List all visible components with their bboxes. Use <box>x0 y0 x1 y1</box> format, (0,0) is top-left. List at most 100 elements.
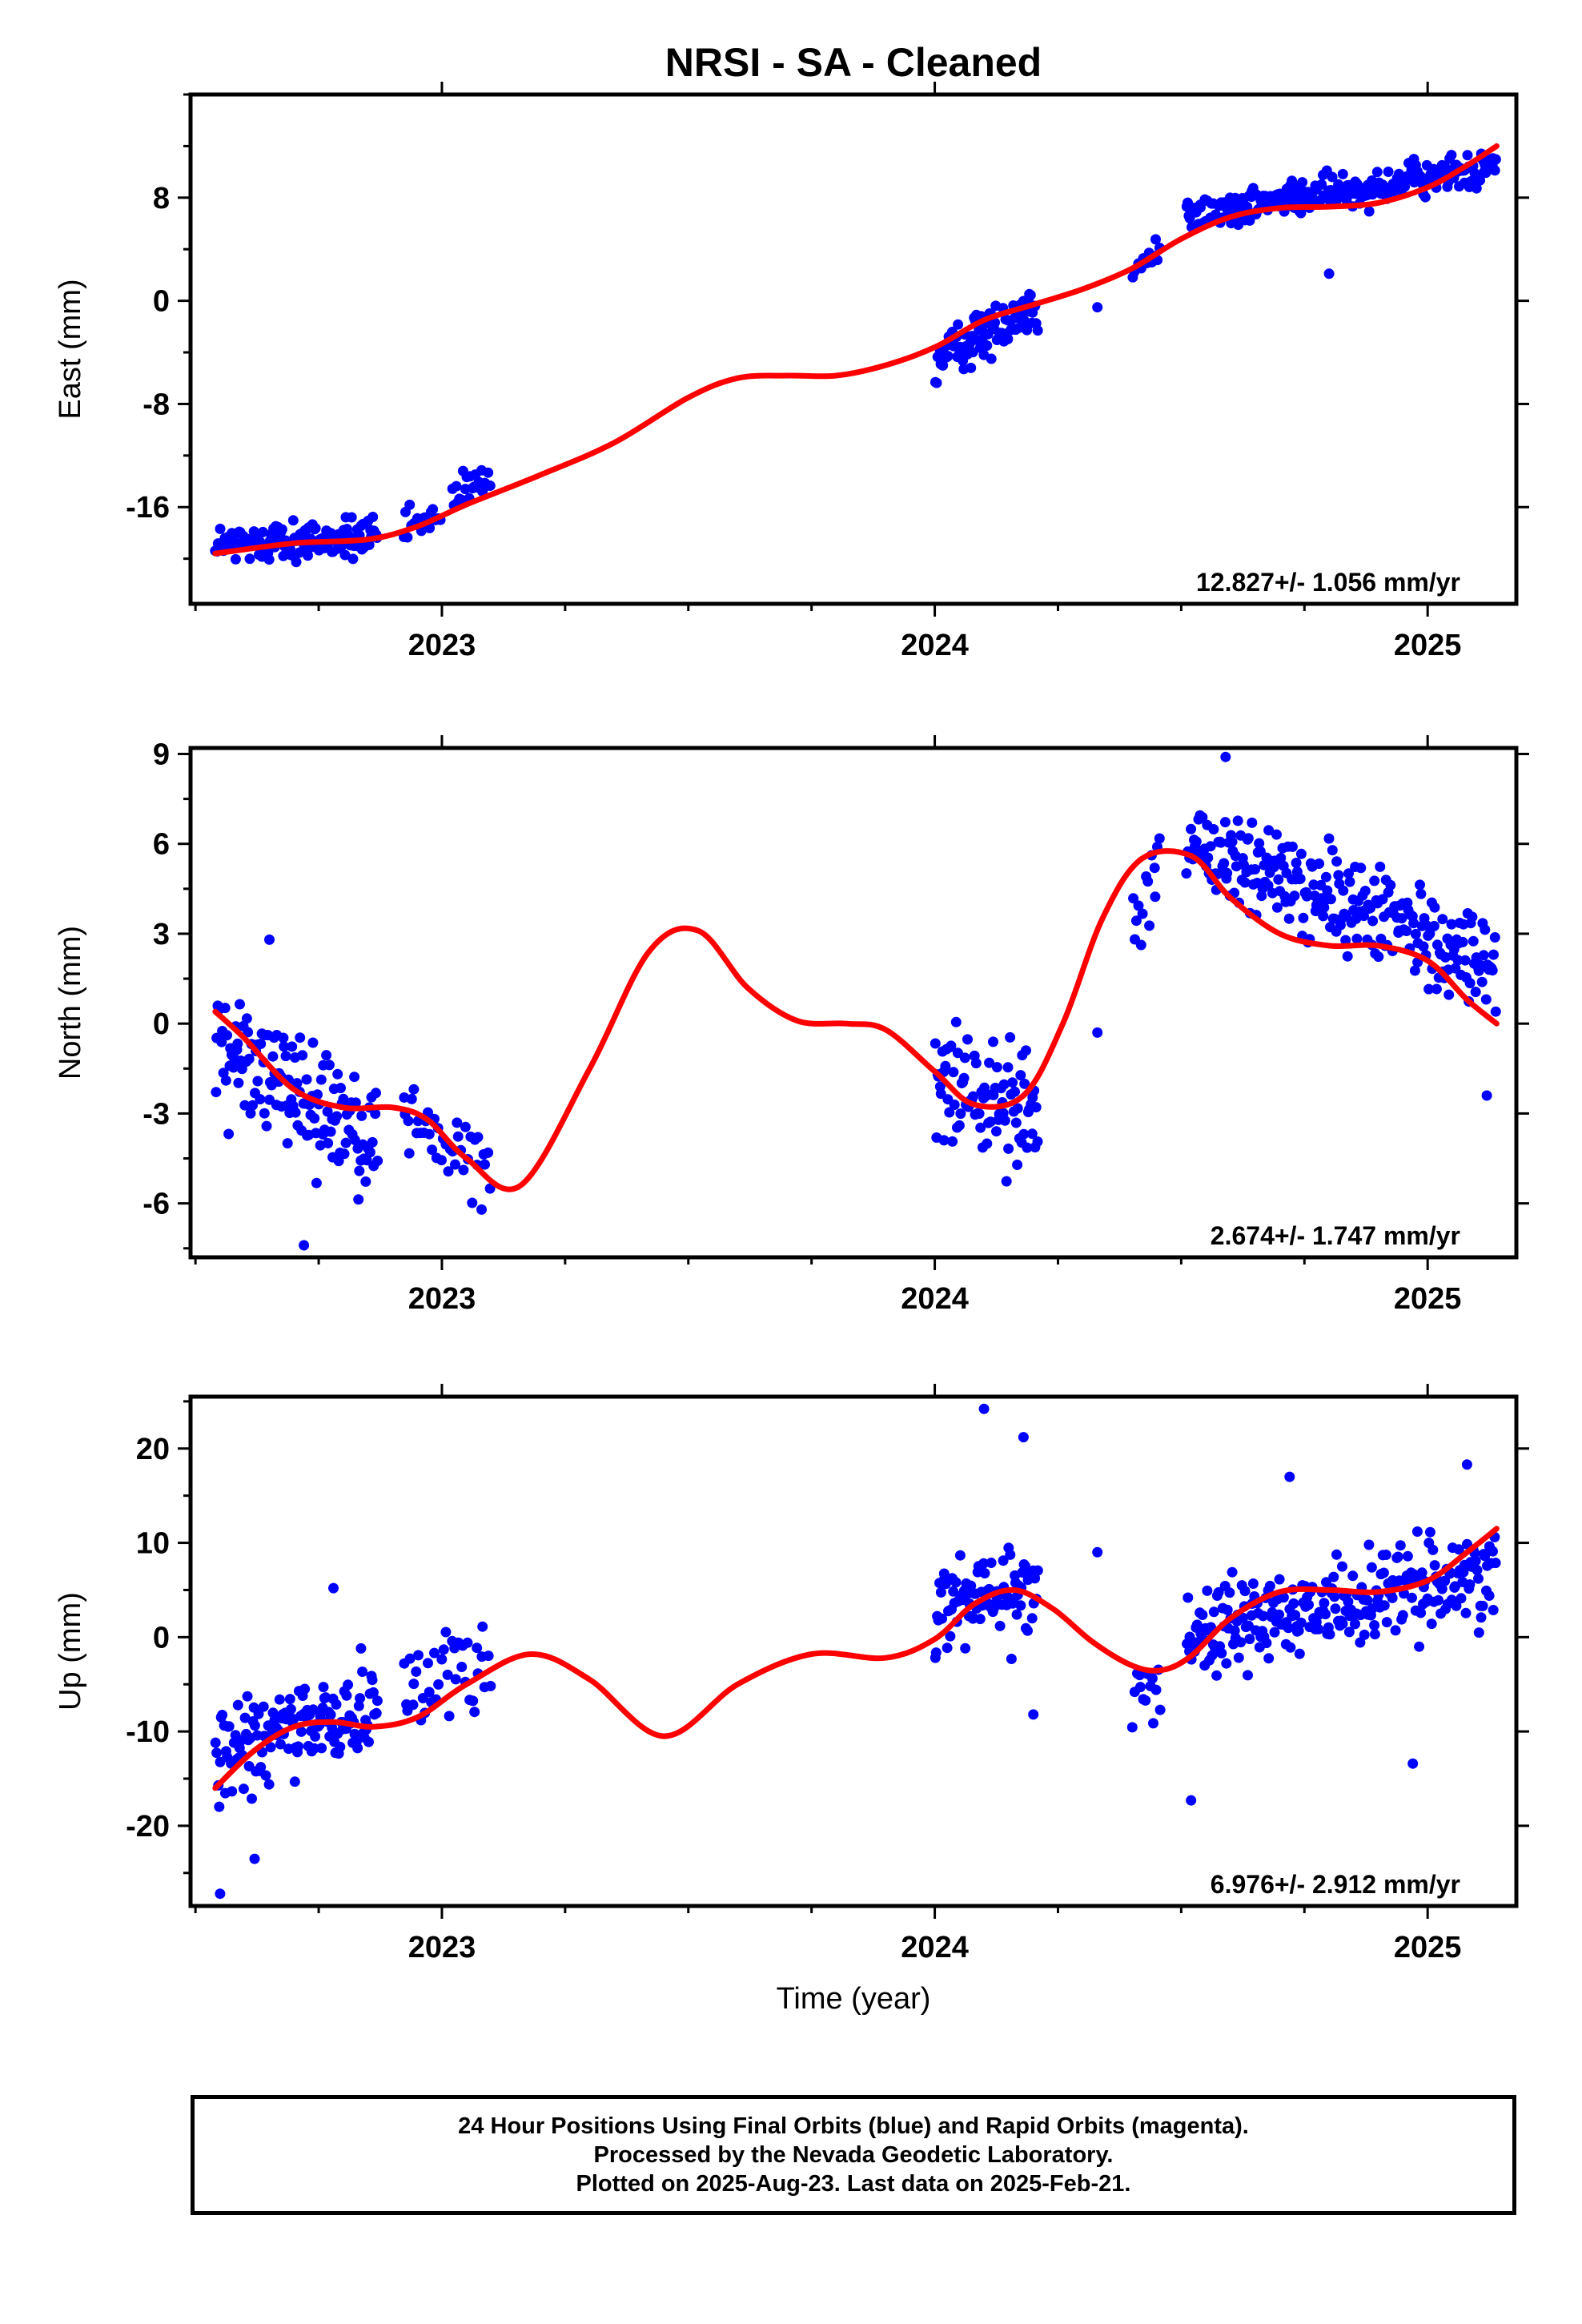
north-data-point <box>1012 1103 1023 1114</box>
up-data-point <box>318 1682 329 1693</box>
up-data-point <box>483 1651 494 1662</box>
north-data-point <box>938 1135 950 1146</box>
up-data-point <box>1182 1592 1194 1603</box>
up-data-point <box>1284 1471 1295 1482</box>
up-data-point <box>1320 1609 1331 1620</box>
north-y-tick-label: 0 <box>153 1007 170 1041</box>
north-data-point <box>1001 1176 1012 1187</box>
up-data-point <box>436 1654 448 1665</box>
up-data-point <box>411 1666 422 1677</box>
north-data-point <box>353 1194 364 1205</box>
up-plot-frame <box>188 1394 1519 1908</box>
north-data-point <box>959 1052 970 1063</box>
north-data-point <box>1019 1078 1030 1089</box>
north-data-point <box>1428 920 1439 931</box>
up-data-point <box>1030 1573 1041 1584</box>
east-data-point <box>347 553 359 565</box>
north-data-point <box>1133 900 1144 911</box>
up-rate-label: 6.976+/- 2.912 mm/yr <box>1211 1870 1460 1899</box>
up-data-point <box>1402 1550 1413 1562</box>
up-data-point <box>1381 1617 1392 1628</box>
east-data-point <box>1489 165 1500 176</box>
north-data-point <box>1415 888 1427 899</box>
up-data-point <box>1424 1526 1435 1538</box>
north-data-point <box>1298 912 1309 923</box>
north-data-point <box>974 1108 985 1120</box>
north-data-point <box>239 1100 251 1111</box>
north-data-point <box>1396 913 1407 924</box>
north-data-point <box>954 1120 965 1131</box>
up-data-point <box>227 1786 238 1797</box>
up-data-point <box>363 1736 374 1747</box>
east-data-point <box>263 554 275 565</box>
up-fit-curve <box>212 1526 1500 1791</box>
up-data-point <box>1488 1605 1499 1615</box>
up-panel: 2023 2024 2025 -20 -10 0 10 20 Up (mm) 6.976+/- 2… <box>54 1384 1529 1964</box>
up-data-point <box>1331 1549 1342 1560</box>
up-data-point <box>284 1694 295 1705</box>
east-data-point <box>310 523 321 534</box>
up-data-point <box>1324 1629 1335 1640</box>
north-data-point <box>484 1183 496 1194</box>
north-data-point <box>1323 833 1335 844</box>
east-data-point <box>1471 183 1482 194</box>
east-data-point <box>1195 202 1206 213</box>
east-data-point <box>367 512 379 522</box>
north-data-point <box>1446 919 1457 930</box>
north-data-point <box>1333 870 1344 881</box>
up-data-point <box>472 1642 483 1654</box>
east-data-point <box>215 523 226 534</box>
north-data-point <box>998 1079 1010 1090</box>
north-data-point <box>1410 928 1421 939</box>
up-data-point <box>343 1679 354 1691</box>
north-data-point <box>1480 924 1491 935</box>
up-data-point <box>1011 1609 1022 1620</box>
east-y-axis-label: East (mm) <box>54 279 87 419</box>
east-data-point <box>1446 150 1457 161</box>
north-data-point <box>340 1137 351 1148</box>
north-data-point <box>1340 935 1351 946</box>
up-data-point <box>309 1743 319 1754</box>
up-data-point <box>935 1586 946 1598</box>
up-data-point <box>1202 1585 1213 1596</box>
up-data-point <box>438 1644 449 1655</box>
up-data-point <box>1274 1574 1285 1585</box>
east-x-tick-label: 2025 <box>1394 629 1462 662</box>
up-data-point <box>1363 1539 1375 1550</box>
north-data-point <box>1322 885 1333 896</box>
up-data-point <box>986 1558 997 1568</box>
x-axis-label: Time (year) <box>777 1982 931 2016</box>
north-data-point <box>235 999 245 1010</box>
north-data-point <box>241 1013 252 1024</box>
north-data-point <box>1481 1090 1492 1101</box>
north-data-point <box>1271 829 1282 840</box>
up-data-point <box>265 1742 276 1753</box>
north-data-point <box>1144 920 1155 931</box>
east-data-point <box>451 480 462 492</box>
up-data-point <box>289 1776 300 1787</box>
north-data-point <box>1415 879 1425 891</box>
up-data-point <box>355 1693 366 1704</box>
up-data-point <box>274 1694 285 1705</box>
up-data-point <box>1243 1670 1253 1681</box>
north-data-point <box>991 1062 1002 1073</box>
north-data-point <box>1424 928 1435 939</box>
north-data-point <box>458 1164 469 1176</box>
north-data-point <box>1373 951 1384 963</box>
up-data-point <box>367 1675 378 1686</box>
up-y-tick-label: 0 <box>153 1621 170 1655</box>
north-data-point <box>1021 1045 1031 1056</box>
up-data-point <box>1439 1575 1451 1586</box>
north-x-tick-label: 2023 <box>408 1282 476 1316</box>
east-data-point <box>291 557 302 568</box>
north-data-point <box>279 1041 290 1052</box>
east-data-point <box>931 377 942 388</box>
footer-line-dates: Plotted on 2025-Aug-23. Last data on 202… <box>576 2171 1131 2197</box>
north-data-point <box>1030 1102 1042 1113</box>
north-data-point <box>1423 983 1435 995</box>
north-data-point <box>307 1037 319 1048</box>
up-data-point <box>211 1747 223 1759</box>
north-data-point <box>1421 919 1431 931</box>
east-x-tick-label: 2023 <box>408 629 476 662</box>
north-data-point <box>1325 894 1336 905</box>
